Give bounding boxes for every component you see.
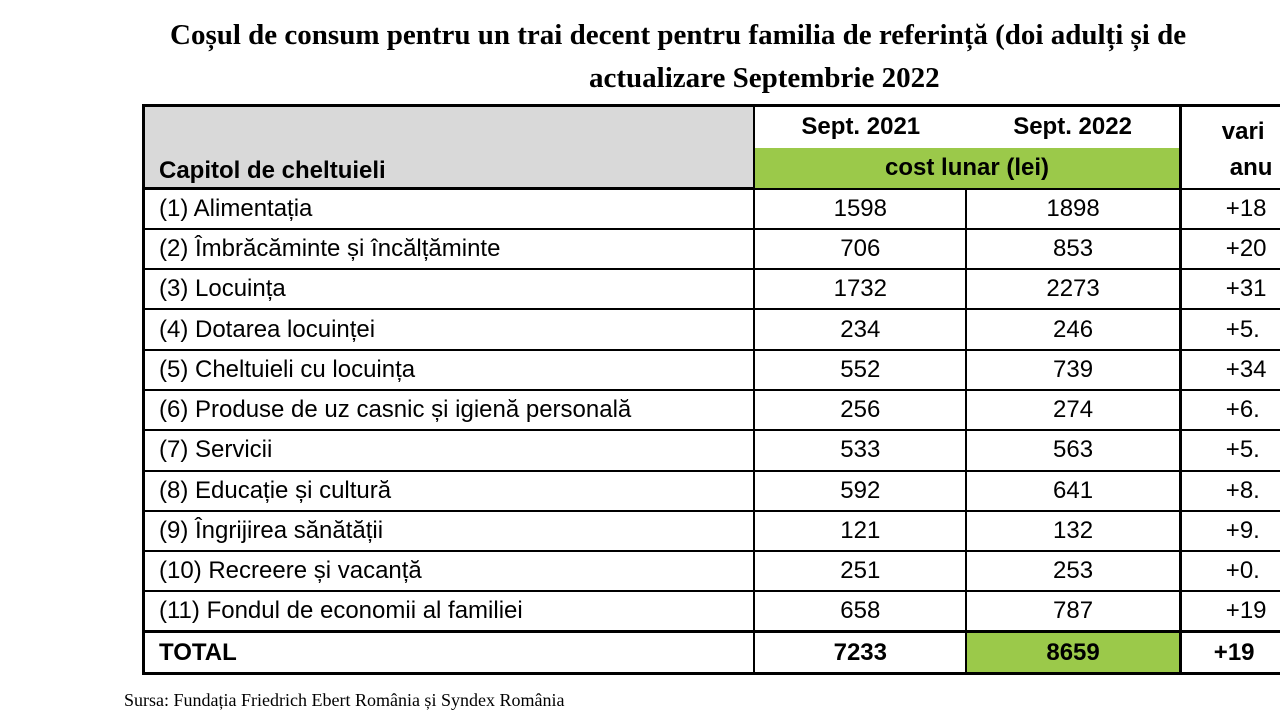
row-value-2022: 1898 xyxy=(966,187,1181,229)
table-row: (6) Produse de uz casnic și igienă perso… xyxy=(142,388,1280,431)
variation-header-top: vari xyxy=(1178,104,1280,148)
table-row: (5) Cheltuieli cu locuința 552 739 +34 xyxy=(142,348,1280,390)
row-value-2022: 274 xyxy=(966,388,1181,431)
row-value-2021: 592 xyxy=(754,469,968,511)
row-value-2022: 2273 xyxy=(966,268,1181,310)
row-value-2022: 739 xyxy=(966,348,1181,390)
row-value-2021: 256 xyxy=(754,388,968,431)
row-value-2021: 658 xyxy=(754,590,968,632)
row-value-2022: 853 xyxy=(966,227,1181,270)
variation-header-bottom: anu xyxy=(1178,147,1280,189)
row-label: (3) Locuința xyxy=(142,268,756,310)
row-variation: +34 xyxy=(1178,348,1280,390)
row-label: (8) Educație și cultură xyxy=(142,469,756,511)
row-label: (4) Dotarea locuinței xyxy=(142,308,756,350)
row-value-2022: 253 xyxy=(966,550,1181,592)
row-value-2021: 1598 xyxy=(754,187,968,229)
row-variation: +31 xyxy=(1178,268,1280,310)
table-row: (10) Recreere și vacanță 251 253 +0. xyxy=(142,550,1280,592)
row-variation: +20 xyxy=(1178,227,1280,270)
chapter-header-label: Capitol de cheltuieli xyxy=(159,157,386,184)
total-row: TOTAL 7233 8659 +19 xyxy=(142,630,1280,676)
source-note: Sursa: Fundația Friedrich Ebert România … xyxy=(124,690,565,710)
row-variation: +5. xyxy=(1178,308,1280,350)
table-row: (7) Servicii 533 563 +5. xyxy=(142,429,1280,471)
row-value-2022: 132 xyxy=(966,509,1181,552)
row-label: (10) Recreere și vacanță xyxy=(142,550,756,592)
table-row: (2) Îmbrăcăminte și încălțăminte 706 853 +2… xyxy=(142,227,1280,270)
row-label: (1) Alimentația xyxy=(142,187,756,229)
row-variation: +6. xyxy=(1178,388,1280,431)
row-value-2021: 533 xyxy=(754,429,968,471)
table-body: (1) Alimentația 1598 1898 +18 (2) Îmbrăcămin… xyxy=(142,187,1280,632)
table-row: (9) Îngrijirea sănătății 121 132 +9. xyxy=(142,509,1280,552)
row-variation: +0. xyxy=(1178,550,1280,592)
row-value-2022: 787 xyxy=(966,590,1181,632)
row-variation: +8. xyxy=(1178,469,1280,511)
period-2021-header: Sept. 2021 xyxy=(754,104,967,148)
row-label: (11) Fondul de economii al familiei xyxy=(142,590,756,632)
row-value-2021: 121 xyxy=(754,509,968,552)
table-row: (8) Educație și cultură 592 641 +8. xyxy=(142,469,1280,511)
consumption-basket-table: Capitol de cheltuieli Sept. 2021 Sept. 2… xyxy=(142,104,1280,676)
table-row: (4) Dotarea locuinței 234 246 +5. xyxy=(142,308,1280,350)
row-variation: +5. xyxy=(1178,429,1280,471)
title-line-2: actualizare Septembrie 2022 xyxy=(589,62,940,94)
total-2022: 8659 xyxy=(966,630,1181,676)
row-value-2021: 1732 xyxy=(754,268,968,310)
row-variation: +9. xyxy=(1178,509,1280,552)
row-label: (6) Produse de uz casnic și igienă perso… xyxy=(142,388,756,431)
table-row: (3) Locuința 1732 2273 +31 xyxy=(142,268,1280,310)
total-variation: +19 xyxy=(1178,630,1280,676)
cost-header: cost lunar (lei) xyxy=(754,147,1181,189)
row-variation: +19 xyxy=(1178,590,1280,632)
row-value-2021: 552 xyxy=(754,348,968,390)
row-value-2022: 563 xyxy=(966,429,1181,471)
title-line-1: Coșul de consum pentru un trai decent pe… xyxy=(170,19,1187,51)
total-label: TOTAL xyxy=(142,630,756,676)
row-value-2021: 251 xyxy=(754,550,968,592)
row-value-2022: 246 xyxy=(966,308,1181,350)
table-row: (11) Fondul de economii al familiei 658 78… xyxy=(142,590,1280,632)
period-2022-header: Sept. 2022 xyxy=(966,104,1181,148)
row-label: (2) Îmbrăcăminte și încălțăminte xyxy=(142,227,756,270)
row-value-2022: 641 xyxy=(966,469,1181,511)
row-value-2021: 706 xyxy=(754,227,968,270)
row-label: (7) Servicii xyxy=(142,429,756,471)
chapter-header: Capitol de cheltuieli xyxy=(142,104,756,190)
row-label: (5) Cheltuieli cu locuința xyxy=(142,348,756,390)
row-value-2021: 234 xyxy=(754,308,968,350)
row-label: (9) Îngrijirea sănătății xyxy=(142,509,756,552)
table-row: (1) Alimentația 1598 1898 +18 xyxy=(142,187,1280,229)
row-variation: +18 xyxy=(1178,187,1280,229)
total-2021: 7233 xyxy=(754,630,968,676)
